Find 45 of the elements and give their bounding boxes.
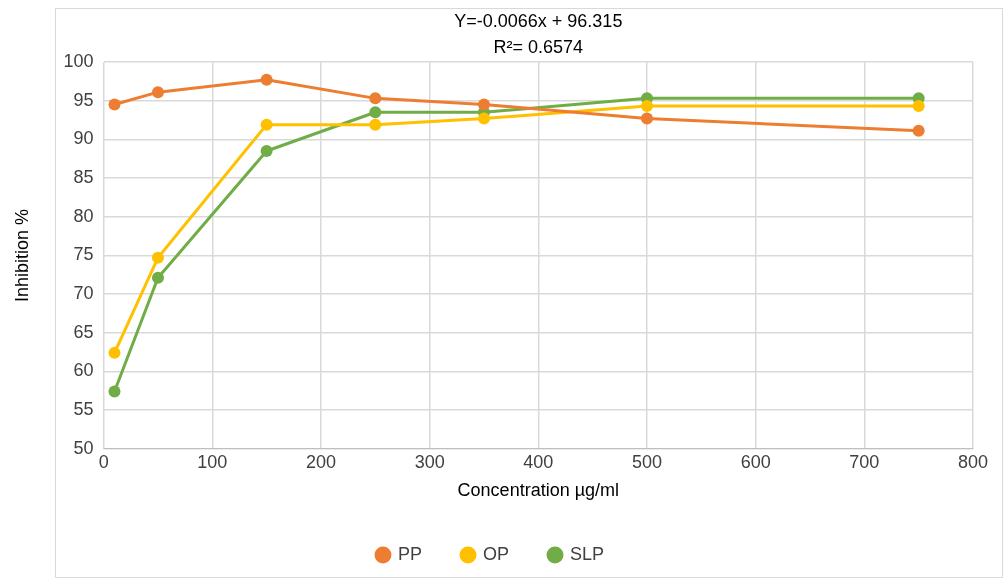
point xyxy=(260,118,273,131)
y-tick-label: 60 xyxy=(73,360,94,381)
y-tick-label: 95 xyxy=(73,89,94,110)
point xyxy=(108,385,121,398)
point xyxy=(260,144,273,157)
legend-label: SLP xyxy=(570,543,605,564)
x-tick-label: 600 xyxy=(740,451,771,472)
x-tick-label: 700 xyxy=(849,451,880,472)
point xyxy=(260,73,273,86)
point xyxy=(369,118,382,131)
point xyxy=(640,100,653,113)
y-tick-label: 55 xyxy=(73,399,94,420)
y-tick-label: 50 xyxy=(73,437,94,458)
x-tick-label: 200 xyxy=(305,451,336,472)
x-tick-label: 0 xyxy=(98,451,109,472)
y-tick-label: 90 xyxy=(73,128,94,149)
point xyxy=(640,112,653,125)
point xyxy=(912,100,925,113)
y-axis-title: Inhibition % xyxy=(11,208,32,302)
legend-label: OP xyxy=(482,543,510,564)
point xyxy=(151,251,164,264)
x-tick-label: 800 xyxy=(957,451,989,472)
y-tick-label: 85 xyxy=(73,167,94,188)
text: Y=-0.0066x + 96.315 xyxy=(454,10,623,31)
point xyxy=(108,98,121,111)
point xyxy=(477,112,490,125)
point xyxy=(151,271,164,284)
point xyxy=(477,98,490,111)
y-tick-label: 75 xyxy=(73,244,94,265)
legend-label: PP xyxy=(397,543,422,564)
point xyxy=(108,346,121,359)
y-tick-label: 70 xyxy=(73,283,94,304)
x-axis-title: Concentration µg/ml xyxy=(457,480,620,501)
point xyxy=(369,106,382,119)
y-tick-label: 80 xyxy=(73,205,94,226)
x-tick-label: 300 xyxy=(414,451,445,472)
x-tick-label: 100 xyxy=(197,451,228,472)
y-tick-label: 65 xyxy=(73,321,94,342)
x-tick-label: 500 xyxy=(631,451,663,472)
text: R²= 0.6574 xyxy=(493,36,584,57)
y-tick-label: 100 xyxy=(63,50,94,71)
point xyxy=(151,86,164,99)
point xyxy=(369,92,382,105)
x-tick-label: 400 xyxy=(523,451,554,472)
point xyxy=(912,124,925,137)
